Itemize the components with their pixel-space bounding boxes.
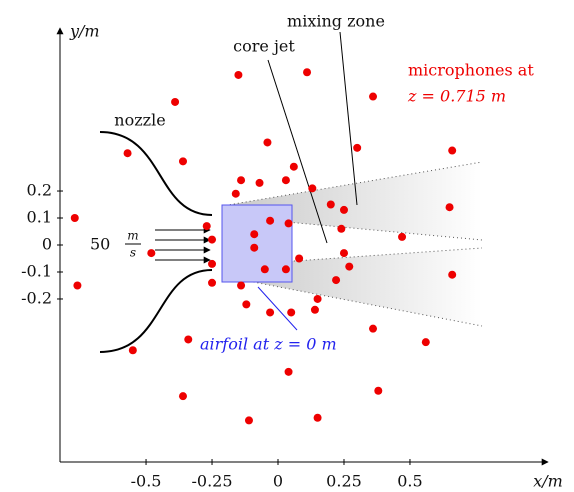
core-jet-label: core jet xyxy=(233,37,295,56)
microphone xyxy=(208,278,217,287)
microphone xyxy=(70,214,79,223)
velocity-value: 50 xyxy=(90,235,110,254)
airfoil-shape xyxy=(221,204,293,283)
x-tick-label: -0.5 xyxy=(131,472,162,491)
microphone xyxy=(244,416,253,425)
microphone xyxy=(234,70,243,79)
microphone xyxy=(345,262,354,271)
microphone xyxy=(255,178,264,187)
microphone xyxy=(398,232,407,241)
microphone xyxy=(448,270,457,279)
microphones-label: microphones at xyxy=(408,61,534,80)
x-axis-label: x/m xyxy=(533,472,563,491)
flow-arrows xyxy=(155,226,211,264)
y-tick-label: -0.2 xyxy=(21,288,52,307)
microphone xyxy=(353,143,362,152)
microphone xyxy=(284,219,293,228)
microphone xyxy=(339,205,348,214)
x-tick-label: -0.25 xyxy=(192,472,233,491)
velocity-unit-den: s xyxy=(130,246,136,260)
microphone xyxy=(171,97,180,106)
microphone xyxy=(295,254,304,263)
microphone xyxy=(231,189,240,198)
microphone xyxy=(303,68,312,77)
x-tick-label: 0 xyxy=(273,472,283,491)
microphone xyxy=(250,230,259,239)
microphone xyxy=(250,243,259,252)
microphone xyxy=(202,222,211,231)
x-tick-label: 0.25 xyxy=(326,472,362,491)
microphone xyxy=(448,146,457,155)
microphone xyxy=(421,338,430,347)
microphone xyxy=(313,294,322,303)
x-tick-label: 0.5 xyxy=(397,472,422,491)
microphone xyxy=(178,157,187,166)
microphone xyxy=(369,324,378,333)
airfoil-label: airfoil at z = 0 m xyxy=(200,335,337,354)
nozzle-shape xyxy=(99,131,213,353)
microphone xyxy=(332,276,341,285)
y-tick-label: 0.2 xyxy=(27,181,52,200)
y-tick-label: -0.1 xyxy=(21,261,52,280)
microphone xyxy=(281,176,290,185)
airfoil-leader xyxy=(257,286,298,331)
microphone xyxy=(289,162,298,171)
y-tick-label: 0.1 xyxy=(27,208,52,227)
microphone xyxy=(237,176,246,185)
microphone xyxy=(208,259,217,268)
microphone xyxy=(374,386,383,395)
microphone xyxy=(178,392,187,401)
velocity-unit-num: m xyxy=(127,229,138,243)
microphone xyxy=(237,281,246,290)
microphone xyxy=(308,184,317,193)
microphone xyxy=(445,203,454,212)
leader-lines xyxy=(267,31,358,244)
mixing-zone-label: mixing zone xyxy=(287,12,385,31)
microphone xyxy=(260,265,269,274)
microphones-position: z = 0.715 m xyxy=(407,87,506,106)
microphone xyxy=(369,92,378,101)
nozzle-label: nozzle xyxy=(114,111,165,130)
microphone xyxy=(284,367,293,376)
microphone xyxy=(128,346,137,355)
microphone xyxy=(147,249,156,258)
microphone xyxy=(281,265,290,274)
microphone xyxy=(73,281,82,290)
microphone xyxy=(339,249,348,258)
microphone xyxy=(310,305,319,314)
microphone xyxy=(337,224,346,233)
y-axis-label: y/m xyxy=(69,22,100,41)
microphone xyxy=(208,235,217,244)
y-tick-label: 0 xyxy=(42,235,52,254)
microphone xyxy=(242,300,251,309)
microphone xyxy=(326,200,335,209)
microphone xyxy=(184,335,193,344)
microphone xyxy=(263,138,272,147)
microphone xyxy=(313,413,322,422)
microphone xyxy=(287,308,296,317)
microphone xyxy=(123,149,132,158)
microphone xyxy=(266,216,275,225)
microphone xyxy=(266,308,275,317)
